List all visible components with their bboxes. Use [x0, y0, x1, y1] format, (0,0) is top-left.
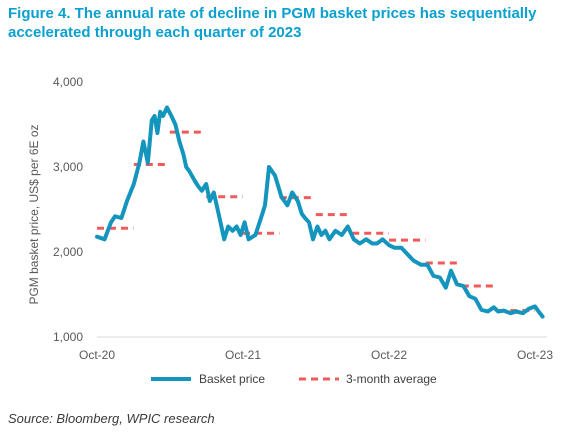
y-tick-label: 3,000 [53, 160, 83, 174]
x-tick-label: Oct-22 [371, 348, 407, 362]
legend-basket-label: Basket price [199, 372, 265, 386]
x-tick-label: Oct-23 [517, 348, 553, 362]
legend-average-label: 3-month average [346, 372, 437, 386]
legend: Basket price 3-month average [151, 372, 437, 386]
chart-title: Figure 4. The annual rate of decline in … [8, 5, 537, 41]
y-axis: 1,000 2,000 3,000 4,000 [53, 75, 547, 344]
source-note: Source: Bloomberg, WPIC research [8, 411, 215, 426]
basket-price-line [95, 105, 545, 319]
average-series [97, 130, 535, 313]
x-axis: Oct-20 Oct-21 Oct-22 Oct-23 [79, 348, 553, 362]
y-tick-label: 1,000 [53, 330, 83, 344]
y-tick-label: 4,000 [53, 75, 83, 89]
y-axis-label: PGM basket price, US$ per 6E oz [27, 124, 41, 304]
y-tick-label: 2,000 [53, 245, 83, 259]
x-tick-label: Oct-20 [79, 348, 115, 362]
x-tick-label: Oct-21 [225, 348, 261, 362]
